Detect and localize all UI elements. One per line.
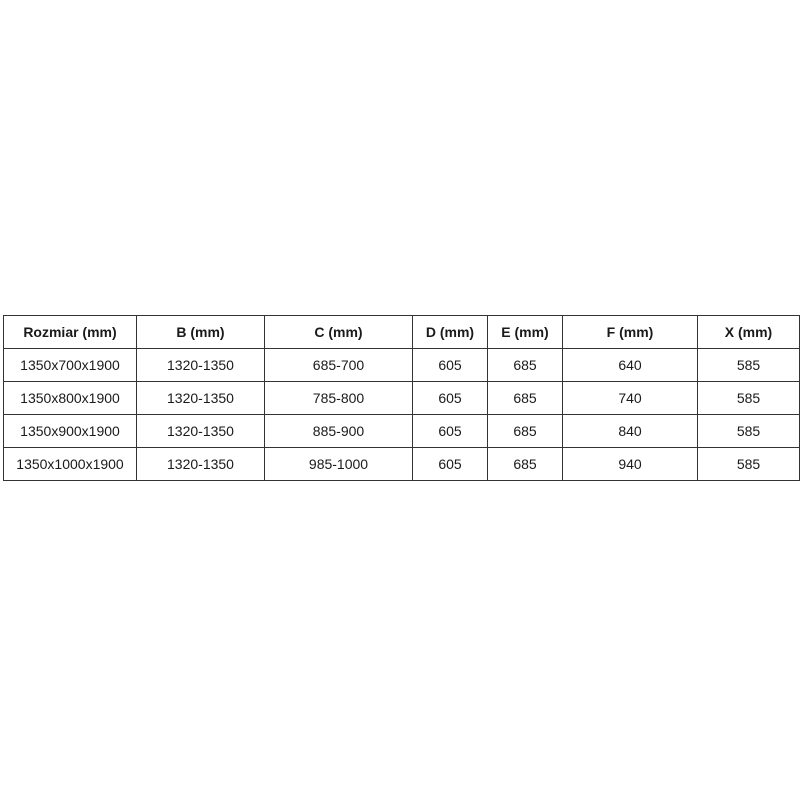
table-cell: 1350x900x1900 <box>3 414 137 448</box>
table-cell: 1350x1000x1900 <box>3 447 137 481</box>
table-cell: 940 <box>562 447 698 481</box>
table-cell: 1350x800x1900 <box>3 381 137 415</box>
table-cell: 685 <box>487 414 563 448</box>
table-cell: 640 <box>562 348 698 382</box>
table-row: 1350x800x1900 1320-1350 785-800 605 685 740 58… <box>3 381 800 415</box>
table-cell: 685 <box>487 447 563 481</box>
header-cell: C (mm) <box>264 315 413 349</box>
header-cell: Rozmiar (mm) <box>3 315 137 349</box>
table-cell: 785-800 <box>264 381 413 415</box>
table-row: 1350x700x1900 1320-1350 685-700 605 685 640 58… <box>3 348 800 382</box>
header-cell: X (mm) <box>697 315 800 349</box>
table-cell: 1320-1350 <box>136 447 265 481</box>
table-cell: 585 <box>697 381 800 415</box>
header-cell: E (mm) <box>487 315 563 349</box>
table-cell: 605 <box>412 348 488 382</box>
table-cell: 585 <box>697 447 800 481</box>
table-cell: 685 <box>487 381 563 415</box>
table-cell: 585 <box>697 414 800 448</box>
table-cell: 585 <box>697 348 800 382</box>
table-cell: 740 <box>562 381 698 415</box>
table-cell: 985-1000 <box>264 447 413 481</box>
table-cell: 605 <box>412 381 488 415</box>
table-cell: 1320-1350 <box>136 414 265 448</box>
table-cell: 1320-1350 <box>136 348 265 382</box>
header-row: Rozmiar (mm) B (mm) C (mm) D (mm) E (mm)… <box>3 315 800 349</box>
table-row: 1350x900x1900 1320-1350 885-900 605 685 840 58… <box>3 414 800 448</box>
table-cell: 885-900 <box>264 414 413 448</box>
table-cell: 1350x700x1900 <box>3 348 137 382</box>
table-cell: 840 <box>562 414 698 448</box>
table-cell: 685 <box>487 348 563 382</box>
table-cell: 685-700 <box>264 348 413 382</box>
table-cell: 605 <box>412 414 488 448</box>
table-cell: 1320-1350 <box>136 381 265 415</box>
header-cell: B (mm) <box>136 315 265 349</box>
table-cell: 605 <box>412 447 488 481</box>
dimensions-table: Rozmiar (mm) B (mm) C (mm) D (mm) E (mm)… <box>3 315 800 481</box>
header-cell: D (mm) <box>412 315 488 349</box>
header-cell: F (mm) <box>562 315 698 349</box>
table-row: 1350x1000x1900 1320-1350 985-1000 605 685 940… <box>3 447 800 481</box>
